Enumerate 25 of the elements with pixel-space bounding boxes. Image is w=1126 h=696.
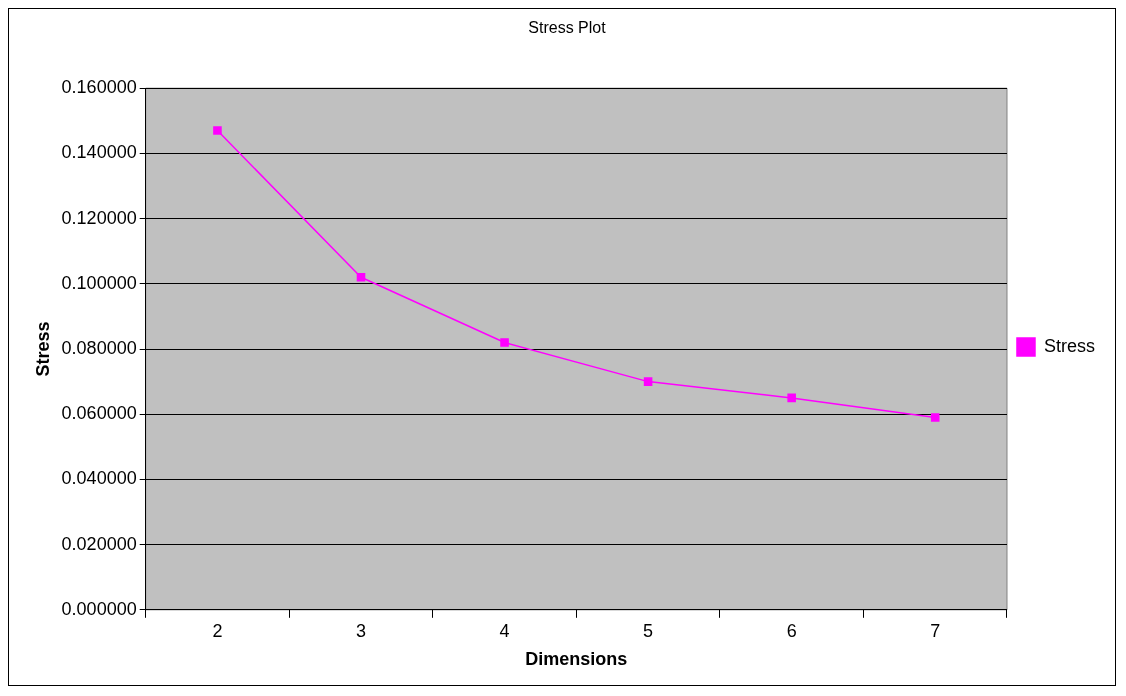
x-tick-label: 6 <box>786 620 797 641</box>
point <box>356 272 366 282</box>
x-tick-label: 3 <box>356 620 367 641</box>
point <box>213 126 222 135</box>
y-tick-label: 0.000000 <box>61 598 137 619</box>
point <box>787 393 796 403</box>
legend-label: Stress <box>1043 335 1095 356</box>
x-tick-label: 7 <box>930 620 941 641</box>
point <box>930 413 940 422</box>
y-tick-label: 0.100000 <box>61 272 137 293</box>
y-axis-title: Stress <box>32 321 53 377</box>
y-tick-label: 0.080000 <box>61 337 137 358</box>
point <box>500 338 509 347</box>
x-tick-label: 2 <box>212 620 223 641</box>
y-tick-label: 0.160000 <box>61 77 137 98</box>
y-tick-label: 0.120000 <box>61 207 137 228</box>
y-tick-label: 0.020000 <box>61 533 137 554</box>
chart-title: Stress Plot <box>528 19 607 37</box>
x-tick-label: 4 <box>499 620 510 641</box>
y-tick-label: 0.060000 <box>61 403 137 424</box>
y-tick-label: 0.040000 <box>61 468 137 489</box>
y-tick-label: 0.140000 <box>61 142 137 163</box>
point <box>643 377 653 386</box>
x-tick-label: 5 <box>643 620 654 641</box>
x-axis-title: Dimensions <box>525 649 628 670</box>
